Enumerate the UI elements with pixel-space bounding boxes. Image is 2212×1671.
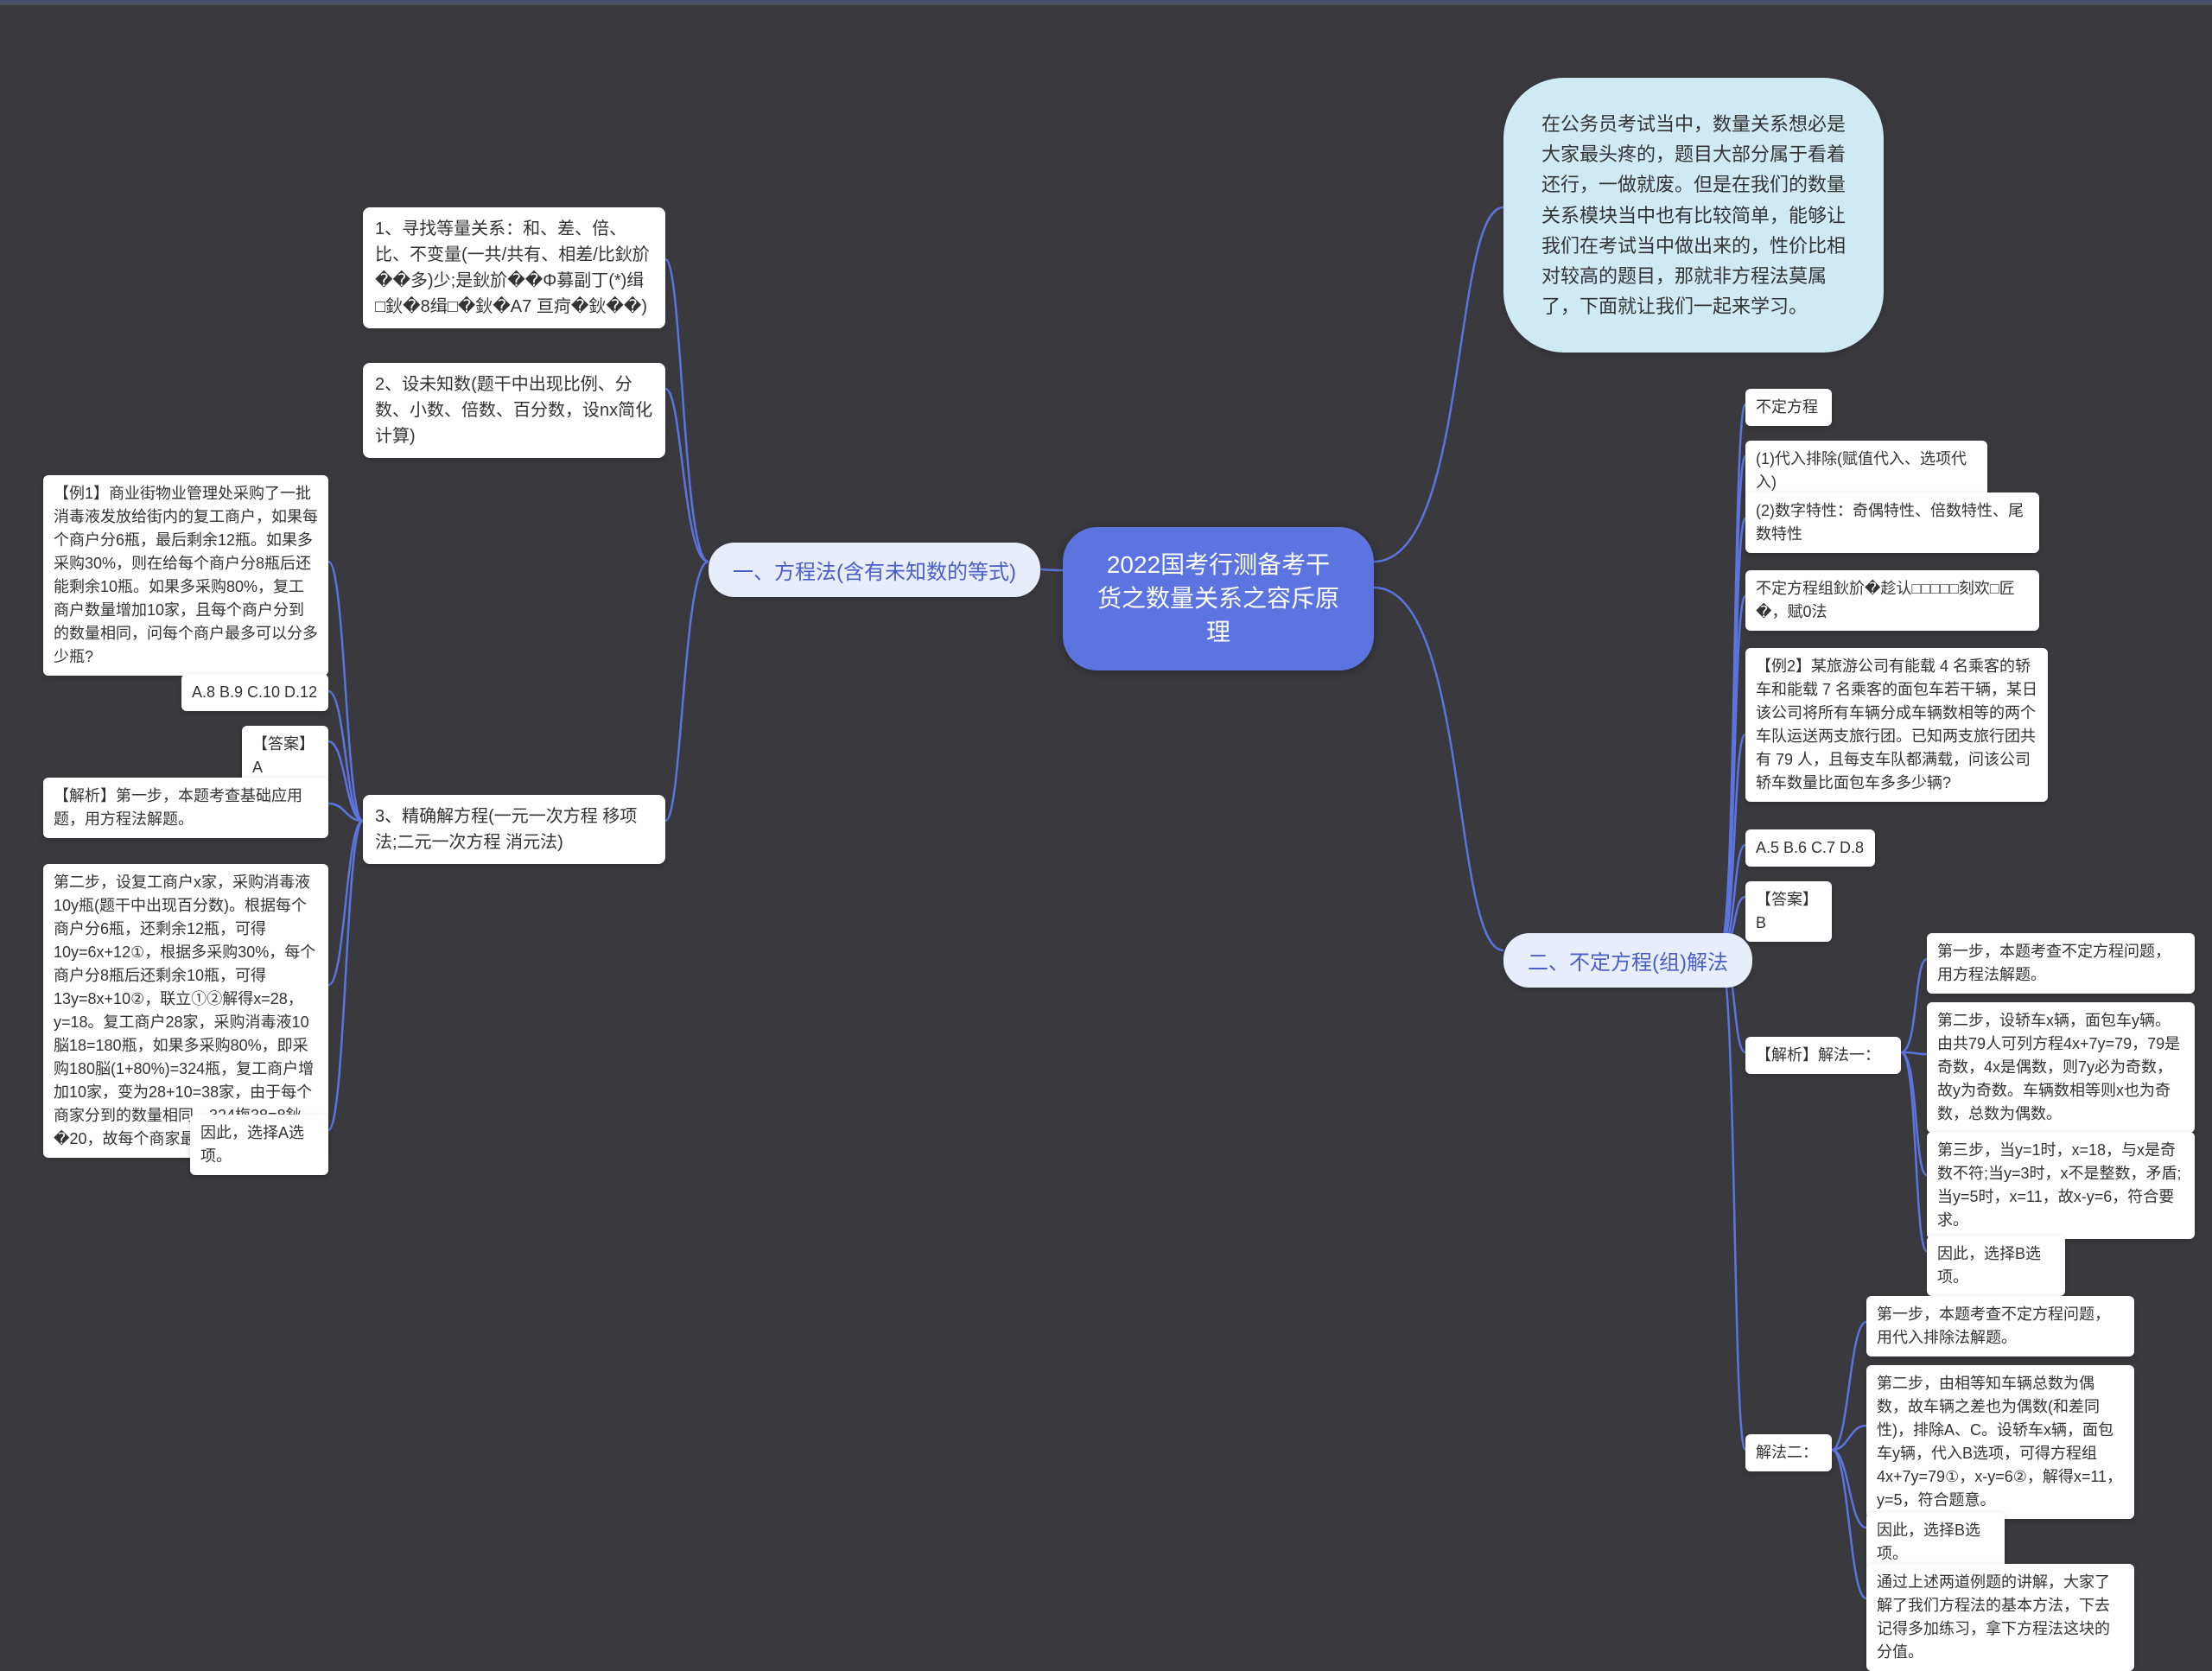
b1-opt: A.8 B.9 C.10 D.12: [181, 674, 328, 711]
b2-t1[interactable]: 不定方程: [1745, 389, 1832, 426]
b1-concl: 因此，选择A选项。: [190, 1115, 328, 1175]
b1-n2[interactable]: 2、设未知数(题干中出现比例、分数、小数、倍数、百分数，设nx简化计算): [363, 363, 665, 458]
b2-m2-c1: 第一步，本题考查不定方程问题，用代入排除法解题。: [1866, 1296, 2134, 1356]
b2-ex2: 【例2】某旅游公司有能载 4 名乘客的轿车和能载 7 名乘客的面包车若干辆，某日…: [1745, 648, 2048, 802]
b2-m2-c2: 第二步，由相等知车辆总数为偶数，故车辆之差也为偶数(和差同性)，排除A、C。设轿…: [1866, 1365, 2134, 1519]
b2-m1-c2: 第二步，设轿车x辆，面包车y辆。由共79人可列方程4x+7y=79，79是奇数，…: [1927, 1002, 2195, 1133]
b2-m2[interactable]: 解法二：: [1745, 1434, 1832, 1471]
b2-m1-c1: 第一步，本题考查不定方程问题，用方程法解题。: [1927, 933, 2195, 994]
b2-ans2: 【答案】B: [1745, 881, 1832, 942]
b2-m1-c3: 第三步，当y=1时，x=18，与x是奇数不符;当y=3时，x不是整数，矛盾;当y…: [1927, 1132, 2195, 1239]
b2-m2-c4: 通过上述两道例题的讲解，大家了解了我们方程法的基本方法，下去记得多加练习，拿下方…: [1866, 1564, 2134, 1671]
b1-n1[interactable]: 1、寻找等量关系：和、差、倍、比、不变量(一共/共有、相差/比鈥斺��多)少;是…: [363, 207, 665, 328]
intro-bubble: 在公务员考试当中，数量关系想必是大家最头疼的，题目大部分属于看着还行，一做就废。…: [1503, 78, 1884, 353]
b2-t3[interactable]: (2)数字特性：奇偶特性、倍数特性、尾数特性: [1745, 492, 2039, 553]
b1-anal: 【解析】第一步，本题考查基础应用题，用方程法解题。: [43, 778, 328, 838]
b1-n3[interactable]: 3、精确解方程(一元一次方程 移项法;二元一次方程 消元法): [363, 795, 665, 864]
b2-opt2: A.5 B.6 C.7 D.8: [1745, 829, 1875, 867]
b2-m1-c4: 因此，选择B选项。: [1927, 1236, 2065, 1296]
b2-m1[interactable]: 【解析】解法一：: [1745, 1037, 1901, 1074]
b1-ex1: 【例1】商业街物业管理处采购了一批消毒液发放给街内的复工商户，如果每个商户分6瓶…: [43, 475, 328, 676]
branch-2[interactable]: 二、不定方程(组)解法: [1503, 933, 1752, 988]
b1-step2: 第二步，设复工商户x家，采购消毒液10y瓶(题干中出现百分数)。根据每个商户分6…: [43, 864, 328, 1158]
branch-1[interactable]: 一、方程法(含有未知数的等式): [709, 543, 1040, 597]
root-node[interactable]: 2022国考行测备考干货之数量关系之容斥原理: [1063, 527, 1374, 670]
b2-t4[interactable]: 不定方程组鈥斺�趁认□□□□□刻欢□匠�，赋0法: [1745, 570, 2039, 631]
